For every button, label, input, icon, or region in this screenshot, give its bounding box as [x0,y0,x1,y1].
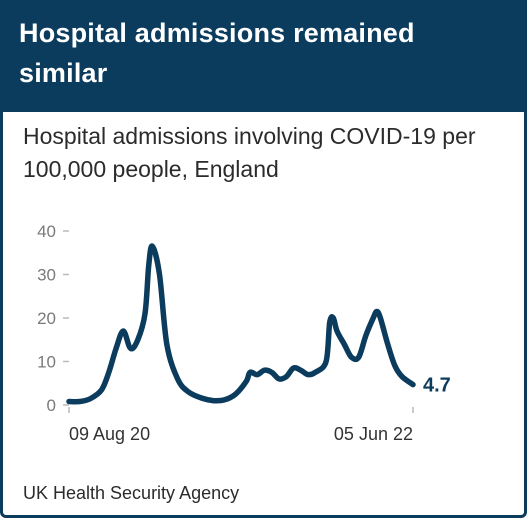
y-tick-label: 40 [37,222,56,241]
card-title: Hospital admissions remained similar [3,3,524,112]
x-tick-label-start: 09 Aug 20 [69,424,150,444]
y-tick-label: 30 [37,266,56,285]
y-tick-label: 20 [37,309,56,328]
end-value-label: 4.7 [423,375,451,397]
y-tick-label: 10 [37,353,56,372]
line-chart: 0 10 20 30 40 09 Aug 20 05 Jun 22 4.7 [37,222,451,444]
x-tick-label-end: 05 Jun 22 [334,424,413,444]
source-label: UK Health Security Agency [23,483,240,503]
series-line-admissions [66,243,416,405]
y-axis: 0 10 20 30 40 [37,222,69,415]
chart-subtitle: Hospital admissions involving COVID-19 p… [23,123,476,182]
x-axis: 09 Aug 20 05 Jun 22 [68,407,414,444]
y-tick-label: 0 [47,396,56,415]
